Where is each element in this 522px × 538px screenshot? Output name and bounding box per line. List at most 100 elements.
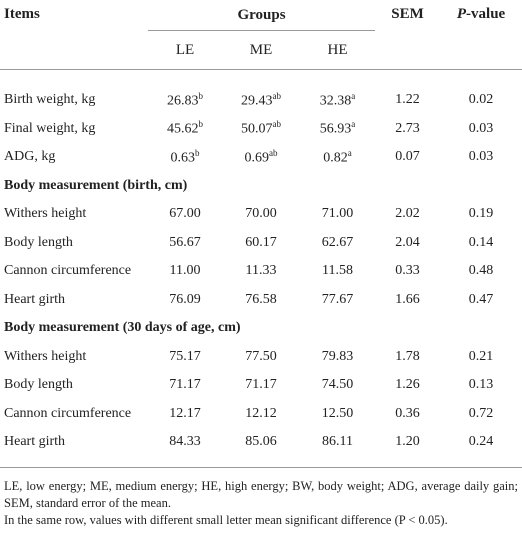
cell: 0.03 [468,149,494,165]
cell: 0.69ab [222,143,300,172]
cell-superscript: ab [269,147,278,158]
data-row: Body length 71.17 71.17 74.50 1.26 0.13 [0,371,522,400]
cell-value: 45.62 [167,122,199,138]
cell-value: 32.38 [319,93,352,109]
row-label: Birth weight, kg [4,92,96,108]
cell: 86.11 [322,434,353,450]
results-table: Items Groups SEM P-value LE ME HE Birth … [0,0,522,468]
cell: 60.17 [245,234,277,250]
cell-value: 50.07 [241,122,273,138]
cell: 12.50 [321,405,354,421]
row-label: Final weight, kg [4,120,96,136]
cell: 11.58 [322,263,353,279]
cell: 0.82a [300,143,375,172]
cell: 32.38a [300,86,375,115]
cell: 71.17 [169,377,201,393]
cell: 0.14 [468,234,494,250]
section-title: Body measurement (birth, cm) [4,177,188,193]
header-row: Items Groups SEM P-value [0,0,522,70]
row-label: ADG, kg [4,149,56,165]
row-label: Withers height [4,206,87,222]
data-row: ADG, kg 0.63b 0.69ab 0.82a 0.07 0.03 [0,143,522,172]
data-row: Heart girth 76.09 76.58 77.67 1.66 0.47 [0,286,522,315]
cell: 56.93a [300,115,375,144]
cell-value: 0.69 [244,150,270,166]
cell: 1.78 [395,348,420,364]
group-label: HE [300,30,376,70]
cell: 71.00 [321,206,354,222]
cell: 1.20 [395,434,420,450]
cell: 11.33 [245,263,277,279]
data-row: Withers height 75.17 77.50 79.83 1.78 0.21 [0,343,522,372]
cell: 1.66 [395,291,420,307]
cell: 76.09 [169,291,201,307]
cell: 0.07 [395,149,420,165]
row-label: Cannon circumference [4,263,132,279]
cell: 26.83b [148,86,222,115]
cell: 74.50 [321,377,354,393]
row-label: Body length [4,377,73,393]
data-row: Cannon circumference 11.00 11.33 11.58 0.33 0… [0,257,522,286]
cell: 62.67 [321,234,354,250]
header-cell: P-value [440,0,522,70]
table-body: Birth weight, kg 26.83b 29.43ab 32.38a 1.22 0… [0,70,522,468]
data-row: Birth weight, kg 26.83b 29.43ab 32.38a 1.22 0… [0,86,522,115]
cell-value: 0.63 [170,150,196,166]
cell: 50.07ab [222,115,300,144]
cell: 77.67 [321,291,354,307]
cell: 45.62b [148,115,222,144]
cell-superscript: ab [272,90,282,101]
cell: 0.36 [395,405,420,421]
cell-superscript: a [347,147,352,158]
cell-superscript: a [351,90,356,101]
header-cell: Items [0,0,148,70]
row-label: Withers height [4,348,87,364]
section-row: Body measurement (30 days of age, cm) [0,314,522,343]
cell: 0.48 [468,263,494,279]
footnote: LE, low energy; ME, medium energy; HE, h… [4,478,518,510]
cell: 0.21 [468,348,494,364]
row-label: Cannon circumference [4,405,132,421]
section-title: Body measurement (30 days of age, cm) [4,320,241,336]
cell: 71.17 [245,377,277,393]
cell-superscript: b [198,119,204,130]
cell: 1.26 [395,377,420,393]
cell: 0.24 [468,434,494,450]
cell: 56.67 [169,234,201,250]
data-row: Cannon circumference 12.17 12.12 12.50 0.36 0… [0,400,522,429]
cell: 77.50 [245,348,277,364]
cell: 29.43ab [222,86,300,115]
cell: 0.47 [468,291,494,307]
cell: 79.83 [321,348,354,364]
cell: 84.33 [169,434,201,450]
cell: 0.13 [468,377,494,393]
cell: 75.17 [169,348,201,364]
cell: 11.00 [169,263,201,279]
cell: 85.06 [245,434,277,450]
cell: 0.03 [468,120,494,136]
cell: 0.63b [148,143,222,172]
cell: 12.17 [169,405,201,421]
cell-superscript: b [195,147,200,158]
group-label: LE [148,30,222,70]
cell: 2.02 [395,206,420,222]
group-label: ME [222,30,300,70]
cell-superscript: a [351,119,356,130]
cell: 76.58 [245,291,277,307]
cell: 67.00 [169,206,201,222]
cell-superscript: ab [272,119,282,130]
data-row: Final weight, kg 45.62b 50.07ab 56.93a 2.73 0… [0,115,522,144]
rule-cell [0,456,522,468]
cell-value: 26.83 [167,93,199,109]
header-italic: P [456,6,467,22]
footnote: In the same row, values with different s… [4,512,448,527]
header-text: -value [466,6,506,22]
cell: 12.12 [245,405,277,421]
cell-superscript: b [198,90,204,101]
cell-value: 0.82 [323,150,348,166]
cell-value: 29.43 [241,93,273,109]
data-row: Heart girth 84.33 85.06 86.11 1.20 0.24 [0,428,522,457]
header-cell: SEM [375,0,441,70]
cell: 1.22 [395,92,420,108]
